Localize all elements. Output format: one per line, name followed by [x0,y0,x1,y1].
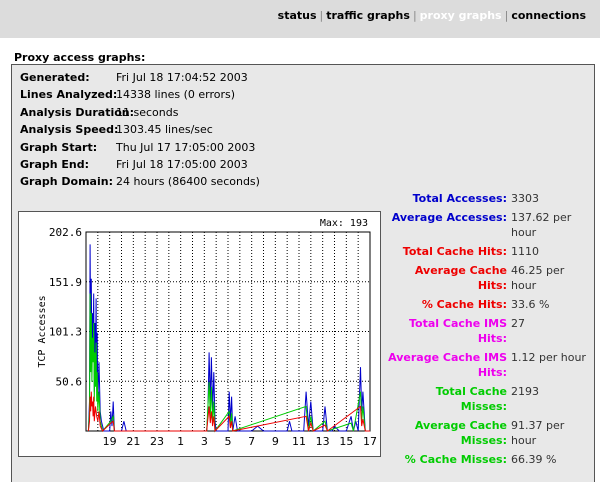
x-tick-label: 3 [201,435,208,448]
stat-label: Total Accesses: [412,192,507,205]
stat-row: % Cache Misses: 66.39 % [387,452,592,467]
stat-row: Average Accesses: 137.62 per hour [387,210,592,240]
nav-connections[interactable]: connections [511,9,586,22]
info-value: 24 hours (86400 seconds) [116,175,260,189]
info-label: Generated: [20,71,90,84]
info-label: Analysis Speed: [20,123,119,137]
nav-status[interactable]: status [277,9,317,22]
stat-value: 27 [511,317,525,330]
stat-value: 91.37 per hour [511,419,565,447]
section-title: Proxy access graphs: [14,51,146,64]
info-row: Lines Analyzed:14338 lines (0 errors) [20,86,260,103]
analysis-info: Generated: Fri Jul 18 17:04:52 2003 Lines … [20,69,260,191]
info-value: Thu Jul 17 17:05:00 2003 [116,140,256,154]
stat-row: % Cache Hits: 33.6 % [387,297,592,312]
stat-value: 1.12 per hour [511,351,586,364]
info-label: Graph Domain: [20,175,113,189]
nav-proxy-graphs[interactable]: proxy graphs [419,9,502,22]
info-value: Fri Jul 18 17:04:52 2003 [116,71,248,84]
stat-value: 3303 [511,192,539,205]
info-label: Graph Start: [20,140,98,154]
nav-separator: | [412,9,417,22]
max-label: Max: 193 [320,218,368,229]
stat-value: 1110 [511,245,539,258]
info-value: 14338 lines (0 errors) [116,88,236,102]
x-tick-label: 9 [272,435,279,448]
x-tick-label: 23 [150,435,164,448]
stat-row: Average Cache Misses: 91.37 per hour [387,418,592,448]
y-axis-label: TCP Accesses [37,295,48,367]
stat-label: Average Accesses: [391,211,507,224]
stat-value: 2193 [511,385,539,398]
nav-separator: | [319,9,324,22]
x-tick-label: 11 [292,435,306,448]
info-row: Analysis Speed:1303.45 lines/sec [20,121,260,138]
info-label: Lines Analyzed: [20,88,118,102]
stat-row: Total Accesses: 3303 [387,191,592,206]
info-row: Graph Start: Thu Jul 17 17:05:00 2003 [20,139,260,156]
stat-value: 46.25 per hour [511,264,565,292]
top-nav-bar: status | traffic graphs | proxy graphs | conne… [0,0,600,38]
stat-row: Total Cache IMS Hits: 27 [387,316,592,346]
nav-links: status | traffic graphs | proxy graphs | conne… [278,9,586,22]
nav-separator: | [504,9,509,22]
info-label: Graph End: [20,157,90,171]
y-tick-label: 50.6 [56,375,83,388]
series-line-1 [87,293,370,433]
stat-value: 137.62 per hour [511,211,572,239]
x-tick-label: 17 [363,435,377,448]
info-row: Graph Domain: 24 hours (86400 seconds) [20,173,260,190]
y-tick-label: 202.6 [49,226,82,239]
stat-label: Total Cache IMS Hits: [409,317,507,345]
stat-row: Average Cache Hits: 46.25 per hour [387,263,592,293]
x-tick-label: 19 [103,435,117,448]
stat-row: Total Cache Misses: 2193 [387,384,592,414]
info-value: 11 seconds [116,105,179,119]
info-value: Fri Jul 18 17:05:00 2003 [116,157,248,171]
stat-value: 33.6 % [511,298,550,311]
info-value: 1303.45 lines/sec [116,123,213,137]
info-row: Generated: Fri Jul 18 17:04:52 2003 [20,69,260,86]
stat-label: % Cache Hits: [421,298,507,311]
proxy-access-graph: 202.6 151.9 101.3 50.6 19 21 23 1 3 5 7 9 11 13 15 17 TC… [18,211,381,457]
stat-value: 66.39 % [511,453,557,466]
y-tick-label: 101.3 [49,326,82,339]
x-tick-label: 5 [225,435,232,448]
x-tick-label: 7 [248,435,255,448]
series-line-2 [87,391,370,433]
info-row: Graph End: Fri Jul 18 17:05:00 2003 [20,156,260,173]
stat-label: Average Cache Misses: [414,419,507,447]
stat-label: % Cache Misses: [404,453,507,466]
stat-label: Total Cache Misses: [435,385,507,413]
y-tick-label: 151.9 [49,276,82,289]
info-label: Analysis Duration: [20,105,135,119]
stat-label: Average Cache Hits: [414,264,507,292]
stat-label: Average Cache IMS Hits: [388,351,507,379]
x-tick-label: 13 [316,435,330,448]
stat-label: Total Cache Hits: [402,245,507,258]
stat-row: Total Cache Hits: 1110 [387,244,592,259]
x-tick-label: 21 [126,435,140,448]
x-tick-label: 15 [339,435,353,448]
proxy-graphs-panel: Generated: Fri Jul 18 17:04:52 2003 Lines … [11,64,595,482]
info-row: Analysis Duration:11 seconds [20,104,260,121]
stat-row: Average Cache IMS Hits: 1.12 per hour [387,350,592,380]
x-tick-label: 1 [177,435,184,448]
access-stats: Total Accesses: 3303 Average Accesses: 137.… [387,191,592,471]
nav-traffic-graphs[interactable]: traffic graphs [326,9,410,22]
